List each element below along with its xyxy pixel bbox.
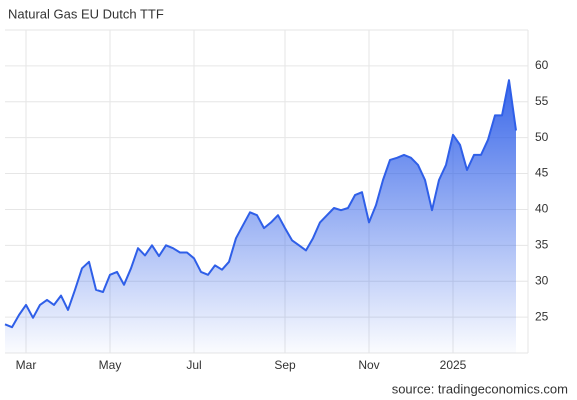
x-tick-label: Jul: [186, 358, 201, 372]
x-tick-label: Sep: [274, 358, 296, 372]
y-tick-label: 25: [535, 309, 549, 323]
y-tick-label: 45: [535, 166, 549, 180]
x-tick-label: 2025: [440, 358, 467, 372]
area: [5, 80, 516, 353]
x-tick-label: May: [99, 358, 122, 372]
source: source: tradingeconomics.com: [392, 381, 568, 396]
x-tick-label: Nov: [358, 358, 379, 372]
y-tick-label: 50: [535, 130, 549, 144]
x-tick-label: Mar: [16, 358, 37, 372]
chart-title: Natural Gas EU Dutch TTF: [8, 6, 164, 21]
y-tick-label: 60: [535, 58, 549, 72]
line: [4, 79, 517, 329]
y-tick-label: 40: [535, 202, 549, 216]
y-tick-label: 55: [535, 94, 549, 108]
y-tick-label: 30: [535, 273, 549, 287]
y-tick-label: 35: [535, 238, 549, 252]
